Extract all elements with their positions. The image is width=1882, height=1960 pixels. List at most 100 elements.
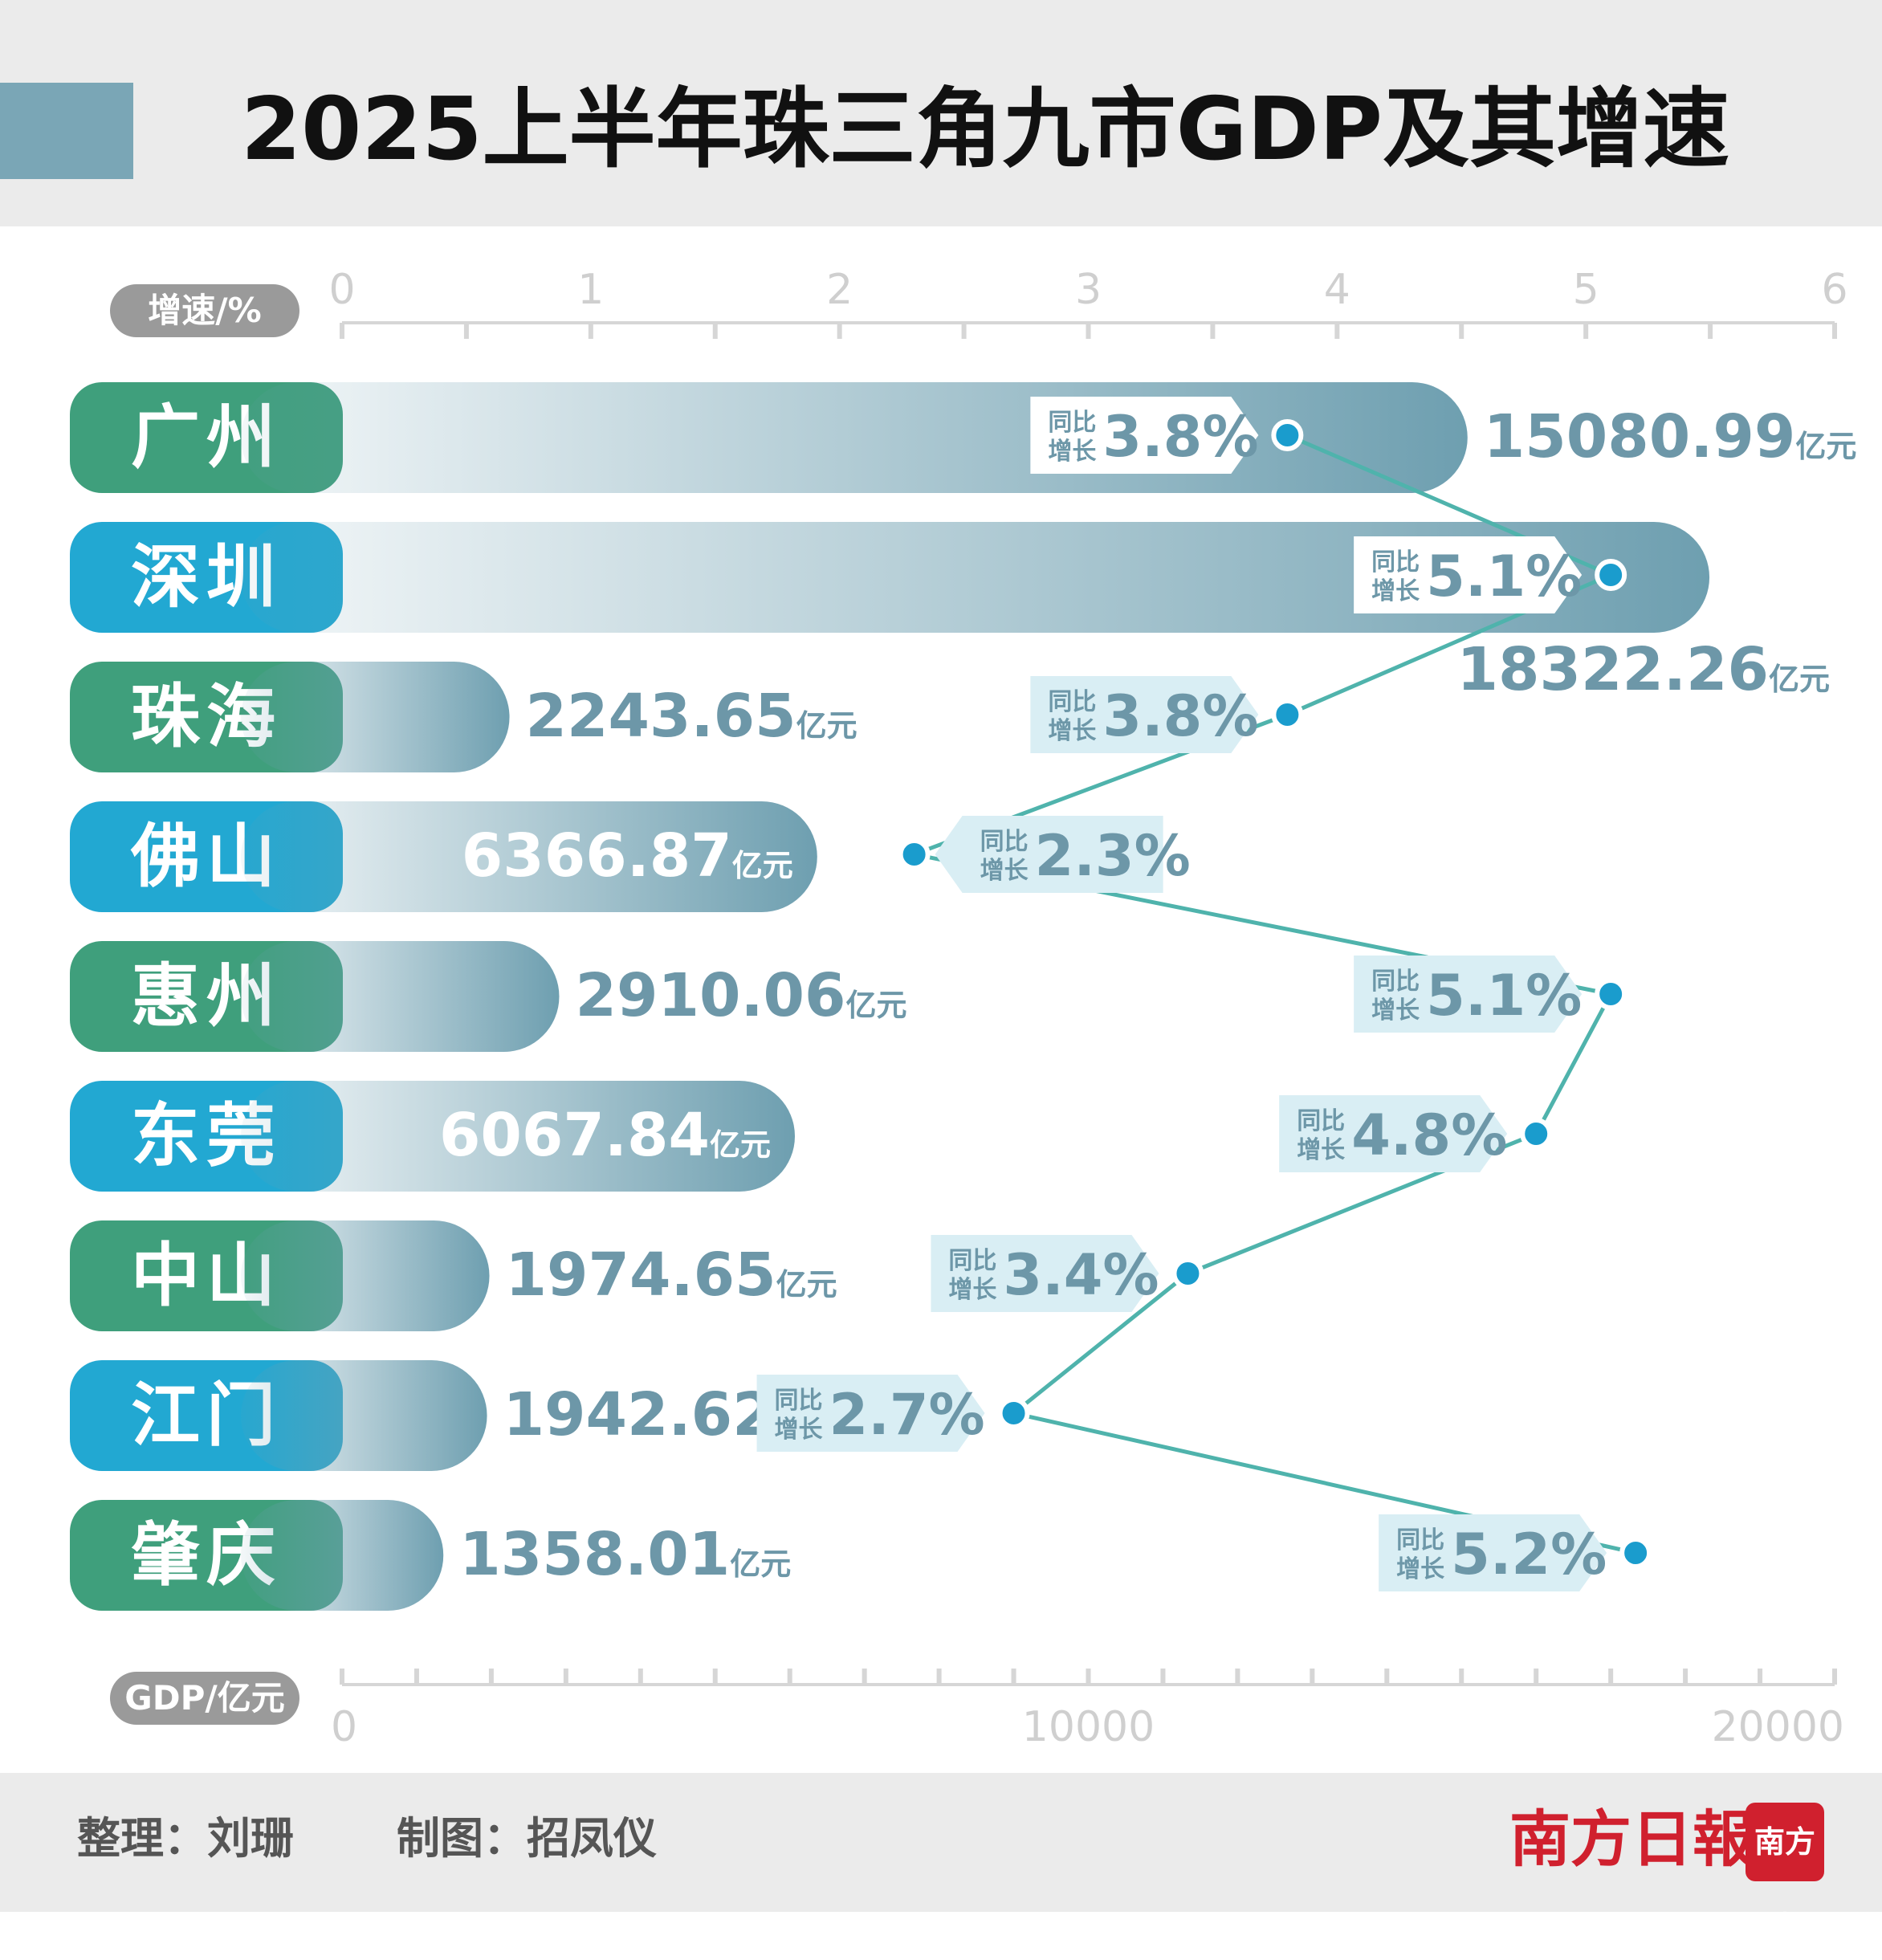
gdp-bar-group: 1358.01亿元 xyxy=(241,1500,791,1611)
gdp-tick-label: 10000 xyxy=(1022,1703,1155,1751)
growth-tick-label: 6 xyxy=(1821,266,1847,314)
callout-box xyxy=(1279,1095,1508,1172)
gdp-value-label: 2243.65亿元 xyxy=(526,682,857,751)
callout-prefix-line1: 同比 xyxy=(1371,548,1420,577)
callout-prefix-line1: 同比 xyxy=(1396,1526,1444,1555)
gdp-bar xyxy=(241,1360,487,1471)
growth-points xyxy=(898,419,1652,1569)
gdp-bar xyxy=(241,662,510,772)
header-accent-bar xyxy=(0,83,133,179)
growth-value-label: 5.2% xyxy=(1451,1522,1607,1587)
growth-point xyxy=(1171,1257,1204,1290)
callout-prefix-line1: 同比 xyxy=(1297,1107,1345,1135)
growth-point xyxy=(1271,699,1304,731)
growth-tick-label: 3 xyxy=(1075,266,1102,314)
growth-axis-label: 增速/% xyxy=(110,284,299,337)
gdp-bar-group: 2243.65亿元 xyxy=(241,662,857,772)
growth-point xyxy=(1619,1537,1652,1569)
gdp-bar-group: 1942.62亿元 xyxy=(241,1360,835,1471)
gdp-bar xyxy=(241,1500,444,1611)
callout-box xyxy=(1354,536,1583,613)
editor-credit: 整理：刘珊 xyxy=(77,1813,294,1864)
growth-value-label: 2.7% xyxy=(829,1382,985,1448)
gdp-bar-group: 6366.87亿元 xyxy=(241,801,817,912)
app-logo-icon xyxy=(1746,1803,1824,1881)
callout-prefix-line2: 增长 xyxy=(1048,438,1096,466)
callout-prefix-line2: 增长 xyxy=(1297,1136,1345,1164)
gdp-bar xyxy=(241,801,817,912)
growth-value-label: 4.8% xyxy=(1351,1102,1507,1168)
brand-logo: 南方日報 xyxy=(1509,1803,1754,1875)
callout-prefix-line2: 增长 xyxy=(1371,577,1420,605)
growth-point xyxy=(997,1397,1030,1429)
gdp-bar-group: 6067.84亿元 xyxy=(241,1081,796,1192)
footer xyxy=(0,1773,1882,1912)
gdp-value-label: 1358.01亿元 xyxy=(459,1520,791,1589)
callout-prefix-line1: 同比 xyxy=(775,1387,823,1415)
growth-point xyxy=(1595,978,1627,1010)
callout-prefix-line1: 同比 xyxy=(1048,409,1096,437)
callout-box xyxy=(931,1235,1159,1312)
chart-title: 2025上半年珠三角九市GDP及其增速 xyxy=(241,79,1730,180)
gdp-tick-label: 0 xyxy=(331,1703,357,1751)
callout-prefix-line2: 增长 xyxy=(948,1276,996,1304)
callout-box xyxy=(1030,397,1259,474)
gdp-value-label: 6067.84亿元 xyxy=(439,1101,771,1170)
app-logo-text: 南方+ xyxy=(1754,1823,1815,1938)
gdp-bar-group: 1974.65亿元 xyxy=(241,1220,837,1331)
callout-prefix-line1: 同比 xyxy=(1048,688,1096,716)
growth-value-label: 2.3% xyxy=(1035,823,1191,889)
growth-value-label: 3.4% xyxy=(1003,1242,1159,1308)
gdp-bar xyxy=(241,522,1710,633)
gdp-bar xyxy=(241,1081,796,1192)
callout-prefix-line1: 同比 xyxy=(980,828,1029,856)
gdp-axis: 0 10000 20000 xyxy=(331,1669,1844,1751)
callout-prefix-line2: 增长 xyxy=(775,1416,823,1444)
gdp-value-label: 6366.87亿元 xyxy=(462,821,793,890)
callout-box xyxy=(935,816,1163,893)
callout-prefix-line2: 增长 xyxy=(980,857,1029,885)
growth-value-label: 3.8% xyxy=(1102,404,1258,470)
gdp-value-label: 2910.06亿元 xyxy=(575,961,906,1030)
callout-box xyxy=(1030,676,1259,753)
gdp-value-label: 1974.65亿元 xyxy=(506,1241,837,1310)
gdp-bar-group: 18322.26亿元 xyxy=(241,522,1830,704)
growth-tick-label: 2 xyxy=(826,266,853,314)
designer-credit: 制图：招凤仪 xyxy=(397,1813,657,1864)
growth-point xyxy=(898,838,931,870)
growth-axis: 0 1 2 3 4 5 6 xyxy=(328,266,1848,339)
callout-prefix-line2: 增长 xyxy=(1048,717,1096,745)
gdp-bar xyxy=(241,941,560,1052)
callout-prefix-line2: 增长 xyxy=(1396,1555,1444,1583)
gdp-tick-label: 20000 xyxy=(1712,1703,1844,1751)
growth-tick-label: 5 xyxy=(1573,266,1599,314)
growth-tick-label: 4 xyxy=(1324,266,1350,314)
growth-value-label: 5.1% xyxy=(1426,963,1582,1029)
callout-box xyxy=(1379,1514,1607,1591)
gdp-value-label: 15080.99亿元 xyxy=(1484,402,1857,471)
callout-prefix-line1: 同比 xyxy=(1371,968,1420,996)
growth-tick-label: 0 xyxy=(328,266,355,314)
growth-point xyxy=(1595,559,1627,591)
callout-prefix-line1: 同比 xyxy=(948,1247,996,1275)
callout-prefix-line2: 增长 xyxy=(1371,996,1420,1025)
gdp-growth-chart: 0 1 2 3 4 5 6 0 10000 20000 15080.99亿元 18322.26亿元… xyxy=(241,266,1857,1751)
growth-value-label: 3.8% xyxy=(1102,683,1258,749)
growth-point xyxy=(1520,1118,1553,1150)
gdp-bar-group: 2910.06亿元 xyxy=(241,941,907,1052)
growth-value-label: 5.1% xyxy=(1426,544,1582,609)
gdp-axis-label: GDP/亿元 xyxy=(110,1672,299,1725)
gdp-value-label: 18322.26亿元 xyxy=(1456,635,1830,704)
growth-point xyxy=(1271,419,1304,451)
gdp-bar xyxy=(241,1220,490,1331)
header xyxy=(0,0,1882,226)
callout-box xyxy=(756,1375,985,1452)
